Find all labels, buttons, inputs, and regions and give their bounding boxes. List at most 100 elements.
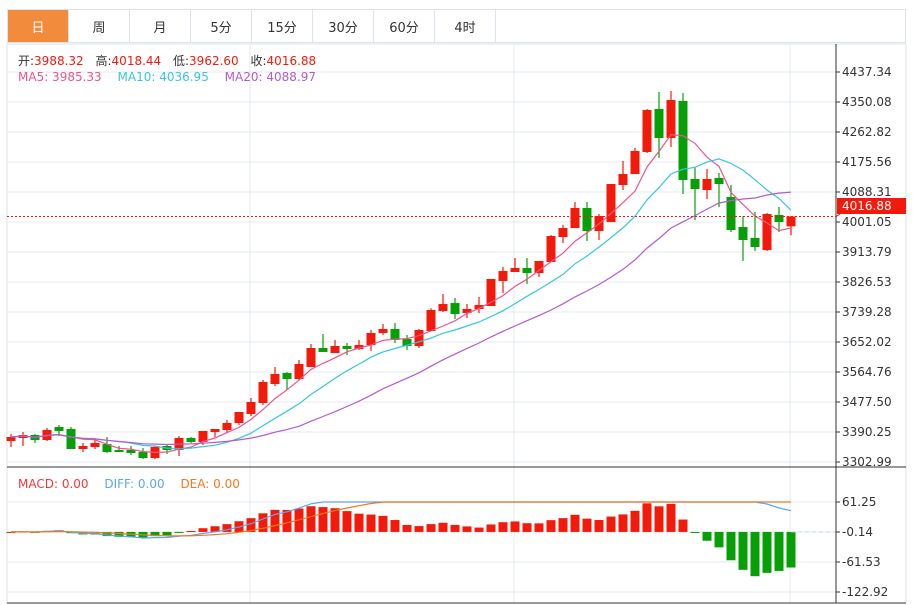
price-tick-label: 4001.05	[842, 215, 892, 229]
close-label: 收:	[250, 54, 267, 68]
candle-body	[414, 329, 424, 346]
macd-tick-label: -0.14	[842, 525, 873, 539]
ohlc-readout: 开:3988.32 高:4018.44 低:3962.60 收:4016.88	[18, 52, 324, 69]
macd-bar	[318, 507, 328, 532]
macd-bar	[546, 520, 556, 532]
candle-body	[354, 344, 364, 349]
macd-bar	[702, 531, 712, 541]
candle-body	[786, 216, 796, 227]
ma10-line	[10, 158, 792, 450]
tab-5min[interactable]: 5分	[191, 10, 252, 42]
moving-averages	[10, 133, 792, 454]
candle-body	[78, 446, 88, 450]
high-label: 高:	[95, 54, 112, 68]
open-value: 3988.32	[34, 54, 84, 68]
candle-body	[90, 442, 100, 448]
current-price-pointer	[835, 213, 841, 217]
ma20-value: MA20: 4088.97	[224, 70, 316, 84]
macd-bar	[606, 516, 616, 532]
candle-body	[186, 437, 196, 442]
candle-body	[702, 179, 712, 191]
candle-body	[474, 305, 484, 310]
macd-bar	[342, 511, 352, 532]
price-tick-label: 4350.08	[842, 95, 892, 109]
ma5-line	[10, 133, 792, 454]
candle-body	[378, 328, 388, 333]
candle-body	[342, 345, 352, 349]
macd-bar	[486, 524, 496, 532]
macd-bar	[390, 520, 400, 532]
macd-bar	[402, 524, 412, 532]
macd-bar	[222, 524, 232, 532]
candle-body	[558, 228, 568, 238]
price-tick-label: 4088.31	[842, 185, 892, 199]
macd-bar	[174, 531, 184, 533]
ma5-value: MA5: 3985.33	[18, 70, 102, 84]
macd-bar	[750, 531, 760, 577]
macd-bar	[150, 531, 160, 537]
candle-body	[486, 278, 496, 307]
low-label: 低:	[173, 54, 190, 68]
candle-body	[522, 267, 532, 274]
candle-body	[738, 227, 748, 240]
macd-bar	[570, 514, 580, 532]
candle-body	[462, 309, 472, 314]
price-tick-label: 3652.02	[842, 335, 892, 349]
candle-body	[726, 197, 736, 230]
candle-body	[366, 332, 376, 345]
price-tick-label: 4262.82	[842, 125, 892, 139]
candle-body	[714, 177, 724, 184]
macd-bar	[378, 515, 388, 532]
macd-readout: MACD: 0.00 DIFF: 0.00 DEA: 0.00	[18, 477, 240, 491]
tab-week[interactable]: 周	[69, 10, 130, 42]
candle-body	[510, 267, 520, 273]
macd-bar	[630, 510, 640, 532]
macd-panel	[6, 501, 836, 577]
candle-body	[438, 304, 448, 311]
macd-bar	[558, 518, 568, 532]
macd-bar	[258, 513, 268, 532]
candle-body	[210, 428, 220, 432]
candle-body	[138, 451, 148, 459]
candle-body	[114, 449, 124, 452]
candle-body	[606, 183, 616, 222]
tab-60min[interactable]: 60分	[374, 10, 435, 42]
macd-bar	[678, 519, 688, 532]
ma-readout: MA5: 3985.33 MA10: 4036.95 MA20: 4088.97	[18, 70, 316, 84]
candle-body	[498, 271, 508, 281]
close-value: 4016.88	[266, 54, 317, 68]
candle-body	[234, 412, 244, 423]
price-tick-label: 4437.34	[842, 65, 892, 79]
dea-value: DEA: 0.00	[180, 477, 240, 491]
macd-bar	[762, 531, 772, 573]
macd-bar	[426, 524, 436, 532]
tab-month[interactable]: 月	[130, 10, 191, 42]
candle-body	[642, 110, 652, 152]
tab-4hour[interactable]: 4时	[435, 10, 496, 42]
macd-bar	[774, 531, 784, 571]
macd-bar	[210, 526, 220, 532]
current-price-tag	[837, 198, 906, 214]
macd-bar	[450, 524, 460, 532]
candle-body	[582, 207, 592, 231]
price-tick-label: 3564.76	[842, 365, 892, 379]
candle-body	[306, 347, 316, 368]
macd-bar	[366, 514, 376, 532]
macd-bar	[474, 527, 484, 532]
candle-body	[66, 428, 76, 450]
candle-body	[270, 373, 280, 384]
candle-body	[6, 437, 16, 441]
macd-bar	[498, 522, 508, 532]
candle-body	[678, 100, 688, 181]
macd-bar	[270, 509, 280, 532]
candle-body	[750, 238, 760, 247]
tab-15min[interactable]: 15分	[252, 10, 313, 42]
tab-day[interactable]: 日	[8, 10, 69, 42]
candle-body	[666, 99, 676, 139]
tab-30min[interactable]: 30分	[313, 10, 374, 42]
candle-body	[222, 422, 232, 430]
macd-bar	[594, 519, 604, 532]
period-tabs: 日 周 月 5分 15分 30分 60分 4时	[7, 9, 906, 43]
price-tick-label: 3477.50	[842, 395, 892, 409]
